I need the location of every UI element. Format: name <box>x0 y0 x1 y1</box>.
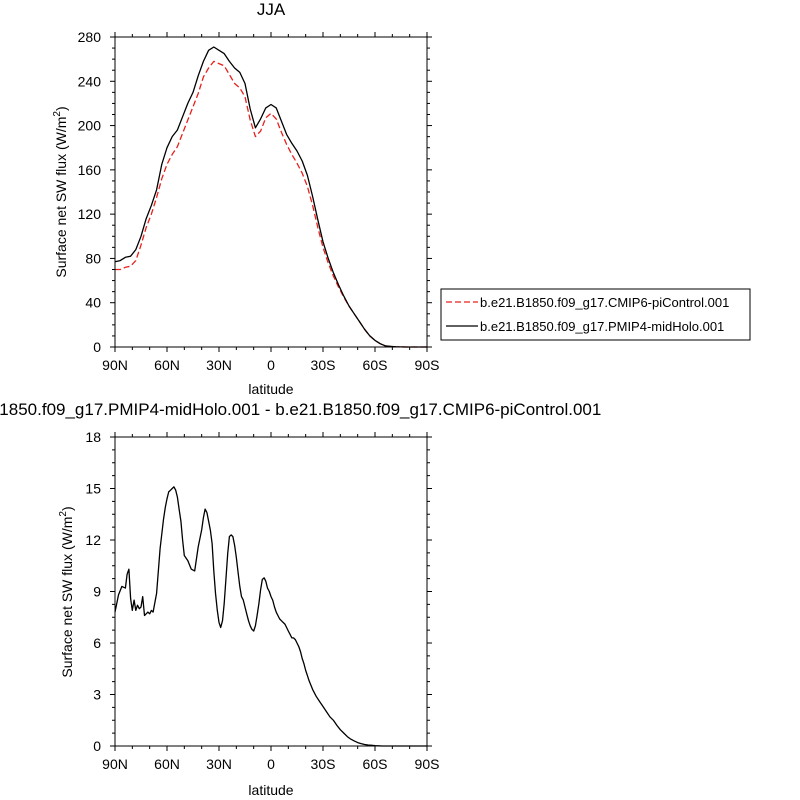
top-x-axis-label: latitude <box>248 381 293 397</box>
bottom-y-tick-label: 3 <box>93 687 101 703</box>
top-chart-title: JJA <box>257 0 286 19</box>
top-y-label-main: Surface net SW flux (W/m <box>53 117 69 278</box>
top-x-tick-label: 90S <box>415 357 440 373</box>
bottom-y-tick-label: 15 <box>85 481 101 497</box>
top-y-tick-label: 160 <box>78 162 102 178</box>
bottom-x-tick-label: 60S <box>363 756 388 772</box>
bottom-x-tick-label: 30S <box>311 756 336 772</box>
top-axes-ticks: 90N 60N 30N 0 30S 60S 90S 0 40 80 120 160 200 240 280 <box>78 29 440 373</box>
top-x-tick-label: 30S <box>311 357 336 373</box>
top-series-line-midholo <box>114 46 427 348</box>
legend-label-picontrol: b.e21.B1850.f09_g17.CMIP6-piControl.001 <box>480 295 729 310</box>
bottom-panel: b.e21.B1850.f09_g17.PMIP4-midHolo.001 - … <box>0 400 601 798</box>
legend-box <box>440 288 751 341</box>
bottom-series-line-difference <box>114 486 427 747</box>
top-x-tick-label: 30N <box>206 357 232 373</box>
bottom-y-label-sup: 2 <box>58 511 69 517</box>
bottom-series-group <box>114 486 427 747</box>
bottom-y-tick-label: 9 <box>93 584 101 600</box>
bottom-y-tick-label: 18 <box>85 429 101 445</box>
bottom-y-tick-label: 6 <box>93 635 101 651</box>
top-y-tick-label: 240 <box>78 73 102 89</box>
bottom-plot-frame <box>114 436 428 747</box>
top-plot-frame <box>114 36 428 348</box>
top-panel: JJA 90N 60N 30N 0 30S 60S 90S 0 40 80 120 160 200 240… <box>52 0 751 397</box>
bottom-x-axis-label: latitude <box>248 782 293 798</box>
legend-label-midholo: b.e21.B1850.f09_g17.PMIP4-midHolo.001 <box>480 319 724 334</box>
top-y-label-sup: 2 <box>52 111 63 117</box>
bottom-y-tick-label: 0 <box>93 738 101 754</box>
top-y-tick-label: 40 <box>85 295 101 311</box>
bottom-x-tick-label: 30N <box>206 756 232 772</box>
top-x-tick-label: 60S <box>363 357 388 373</box>
bottom-chart-title: b.e21.B1850.f09_g17.PMIP4-midHolo.001 - … <box>0 400 601 419</box>
top-y-tick-label: 80 <box>85 250 101 266</box>
bottom-x-tick-label: 90N <box>102 756 128 772</box>
bottom-x-tick-label: 0 <box>267 756 275 772</box>
bottom-y-label-main: Surface net SW flux (W/m <box>59 517 75 678</box>
bottom-y-label-close: ) <box>59 506 75 511</box>
bottom-y-axis-label: Surface net SW flux (W/m2) <box>58 506 75 677</box>
top-y-axis-label: Surface net SW flux (W/m2) <box>52 106 69 277</box>
top-x-tick-label: 60N <box>154 357 180 373</box>
top-y-tick-label: 0 <box>93 339 101 355</box>
bottom-x-tick-label: 60N <box>154 756 180 772</box>
top-x-tick-label: 0 <box>267 357 275 373</box>
top-y-tick-label: 120 <box>78 206 102 222</box>
bottom-y-tick-label: 12 <box>85 532 101 548</box>
top-series-group <box>114 46 427 348</box>
legend: b.e21.B1850.f09_g17.CMIP6-piControl.001 … <box>440 288 751 341</box>
top-y-tick-label: 280 <box>78 29 102 45</box>
top-y-label-close: ) <box>53 106 69 111</box>
top-x-tick-label: 90N <box>102 357 128 373</box>
top-y-tick-label: 200 <box>78 118 102 134</box>
bottom-axes-ticks: 90N 60N 30N 0 30S 60S 90S 0 3 6 9 12 15 18 <box>85 429 439 772</box>
bottom-x-tick-label: 90S <box>415 756 440 772</box>
